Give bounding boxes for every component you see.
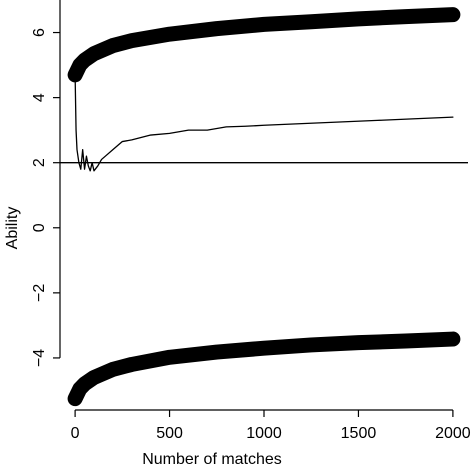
x-tick-label: 1000 — [246, 425, 282, 442]
x-tick-label: 500 — [156, 425, 183, 442]
x-tick-label: 0 — [71, 425, 80, 442]
thick-line — [67, 331, 461, 407]
x-axis-label: Number of matches — [142, 451, 282, 468]
x-tick-label: 2000 — [435, 425, 471, 442]
y-tick-label: 2 — [31, 158, 48, 167]
line — [74, 74, 454, 172]
y-tick-label: 0 — [31, 223, 48, 232]
y-tick-label: 4 — [31, 93, 48, 102]
y-axis-label: Ability — [4, 207, 21, 250]
y-tick-label: −4 — [31, 349, 48, 367]
y-tick-label: −2 — [31, 284, 48, 302]
y-tick-label: 6 — [31, 28, 48, 37]
x-tick-label: 1500 — [341, 425, 377, 442]
thick-line — [67, 7, 461, 83]
